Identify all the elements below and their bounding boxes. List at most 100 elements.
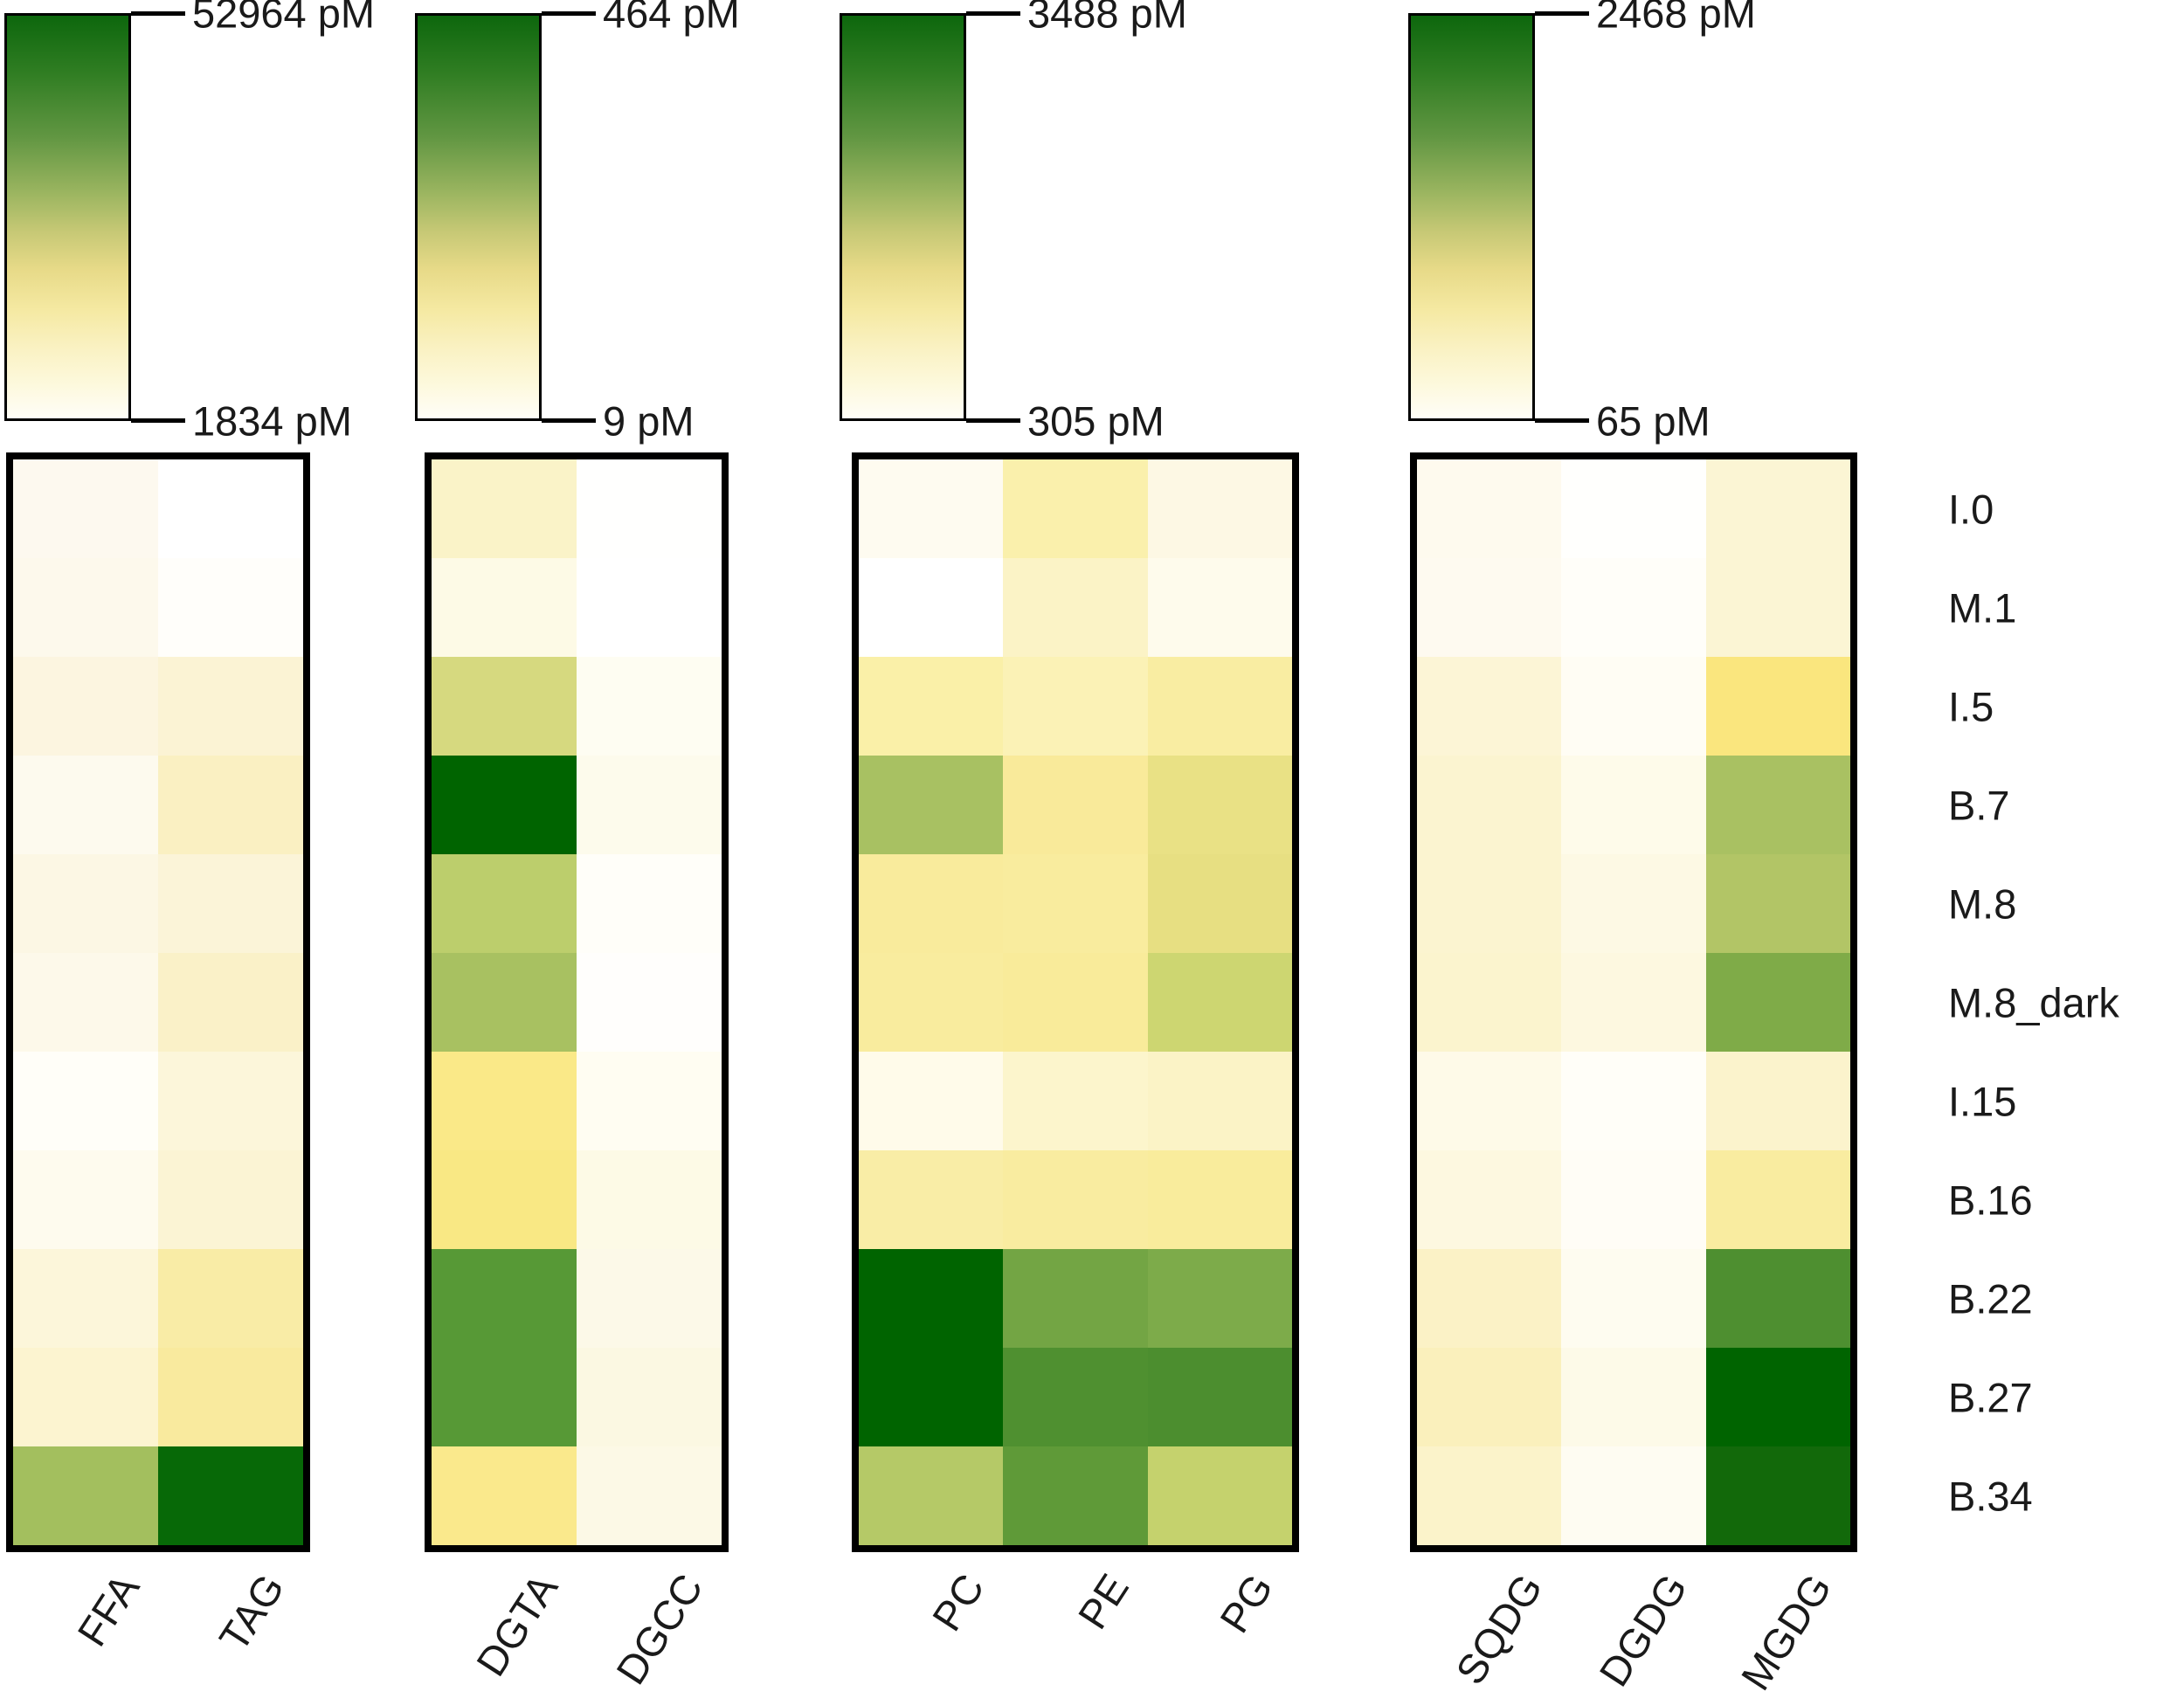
color-scale-bar-betaine-lipids: [415, 13, 542, 421]
cell-B.16-PG: [1147, 1150, 1292, 1249]
cell-B.34-PG: [1147, 1446, 1292, 1545]
cell-B.34-DGCC: [577, 1446, 722, 1545]
color-scale-bar-phospholipids: [840, 13, 966, 421]
column-label-MGDG: MGDG: [1731, 1565, 1841, 1699]
cell-I.0-PC: [859, 459, 1004, 558]
cell-I.15-SQDG: [1417, 1052, 1562, 1150]
cell-M.1-FFA: [13, 558, 158, 657]
cell-B.22-DGTA: [432, 1249, 577, 1348]
column-label-DGDG: DGDG: [1590, 1565, 1697, 1695]
row-label-B.7: B.7: [1948, 782, 2010, 828]
scale-max-label: 464 pM: [603, 0, 740, 37]
cell-B.34-DGTA: [432, 1446, 577, 1545]
column-label-FFA: FFA: [67, 1565, 149, 1654]
cell-M.8_dark-PE: [1003, 953, 1148, 1052]
row-label-M.1: M.1: [1948, 584, 2017, 631]
cell-I.15-PE: [1003, 1052, 1148, 1150]
cell-B.7-FFA: [13, 756, 158, 854]
cell-M.1-PC: [859, 558, 1004, 657]
cell-B.16-FFA: [13, 1150, 158, 1249]
cell-B.16-DGDG: [1561, 1150, 1706, 1249]
scale-max-label: 2468 pM: [1596, 0, 1756, 37]
scale-max-tick: [1535, 11, 1589, 16]
row-label-B.22: B.22: [1948, 1275, 2033, 1322]
cell-I.15-DGCC: [577, 1052, 722, 1150]
cell-B.27-PC: [859, 1348, 1004, 1446]
cell-I.0-DGDG: [1561, 459, 1706, 558]
row-label-B.16: B.16: [1948, 1177, 2033, 1223]
scale-max-tick: [542, 11, 596, 16]
cell-B.16-MGDG: [1705, 1150, 1850, 1249]
column-label-PG: PG: [1211, 1565, 1282, 1641]
cell-B.7-PE: [1003, 756, 1148, 854]
scale-min-label: 1834 pM: [192, 397, 352, 445]
cell-M.8_dark-SQDG: [1417, 953, 1562, 1052]
column-label-DGTA: DGTA: [467, 1565, 567, 1684]
cell-M.1-MGDG: [1705, 558, 1850, 657]
cell-B.22-PC: [859, 1249, 1004, 1348]
cell-B.34-FFA: [13, 1446, 158, 1545]
cell-I.15-PG: [1147, 1052, 1292, 1150]
cell-B.7-TAG: [158, 756, 303, 854]
row-label-I.0: I.0: [1948, 486, 1994, 532]
cell-M.8_dark-DGDG: [1561, 953, 1706, 1052]
heatmap-panel-betaine-lipids: [425, 452, 729, 1552]
cell-M.8-TAG: [158, 854, 303, 953]
cell-B.27-DGTA: [432, 1348, 577, 1446]
cell-M.8_dark-PG: [1147, 953, 1292, 1052]
cell-B.22-TAG: [158, 1249, 303, 1348]
cell-M.8-DGTA: [432, 854, 577, 953]
cell-B.22-PE: [1003, 1249, 1148, 1348]
cell-B.27-PG: [1147, 1348, 1292, 1446]
scale-min-tick: [542, 418, 596, 423]
cell-B.27-FFA: [13, 1348, 158, 1446]
cell-M.8-DGCC: [577, 854, 722, 953]
scale-min-tick: [131, 418, 185, 423]
scale-min-label: 65 pM: [1596, 397, 1711, 445]
cell-B.34-PE: [1003, 1446, 1148, 1545]
scale-max-tick: [966, 11, 1020, 16]
scale-min-label: 305 pM: [1027, 397, 1165, 445]
heatmap-panel-phospholipids: [852, 452, 1299, 1552]
cell-M.8_dark-TAG: [158, 953, 303, 1052]
cell-M.8-PC: [859, 854, 1004, 953]
cell-M.1-SQDG: [1417, 558, 1562, 657]
cell-B.7-PC: [859, 756, 1004, 854]
cell-B.27-DGCC: [577, 1348, 722, 1446]
cell-M.1-PG: [1147, 558, 1292, 657]
cell-I.15-TAG: [158, 1052, 303, 1150]
cell-I.0-MGDG: [1705, 459, 1850, 558]
cell-B.22-FFA: [13, 1249, 158, 1348]
cell-B.16-DGCC: [577, 1150, 722, 1249]
column-label-DGCC: DGCC: [606, 1565, 712, 1693]
cell-B.22-MGDG: [1705, 1249, 1850, 1348]
cell-I.0-SQDG: [1417, 459, 1562, 558]
cell-I.0-PG: [1147, 459, 1292, 558]
cell-I.5-FFA: [13, 657, 158, 756]
row-label-B.34: B.34: [1948, 1473, 2033, 1519]
cell-I.0-TAG: [158, 459, 303, 558]
scale-max-label: 52964 pM: [192, 0, 376, 37]
cell-B.16-PE: [1003, 1150, 1148, 1249]
scale-max-label: 3488 pM: [1027, 0, 1187, 37]
cell-I.0-FFA: [13, 459, 158, 558]
column-label-PE: PE: [1068, 1565, 1138, 1637]
cell-M.8_dark-FFA: [13, 953, 158, 1052]
column-label-TAG: TAG: [210, 1565, 294, 1660]
cell-M.8-DGDG: [1561, 854, 1706, 953]
cell-M.1-DGTA: [432, 558, 577, 657]
cell-I.0-DGCC: [577, 459, 722, 558]
cell-I.5-SQDG: [1417, 657, 1562, 756]
row-label-B.27: B.27: [1948, 1374, 2033, 1420]
cell-B.16-SQDG: [1417, 1150, 1562, 1249]
cell-M.8-MGDG: [1705, 854, 1850, 953]
cell-B.7-DGCC: [577, 756, 722, 854]
cell-M.8_dark-MGDG: [1705, 953, 1850, 1052]
cell-I.15-PC: [859, 1052, 1004, 1150]
cell-M.1-TAG: [158, 558, 303, 657]
cell-I.5-TAG: [158, 657, 303, 756]
color-scale-bar-glycolipids: [1408, 13, 1535, 421]
row-label-M.8_dark: M.8_dark: [1948, 979, 2119, 1025]
scale-max-tick: [131, 11, 185, 16]
